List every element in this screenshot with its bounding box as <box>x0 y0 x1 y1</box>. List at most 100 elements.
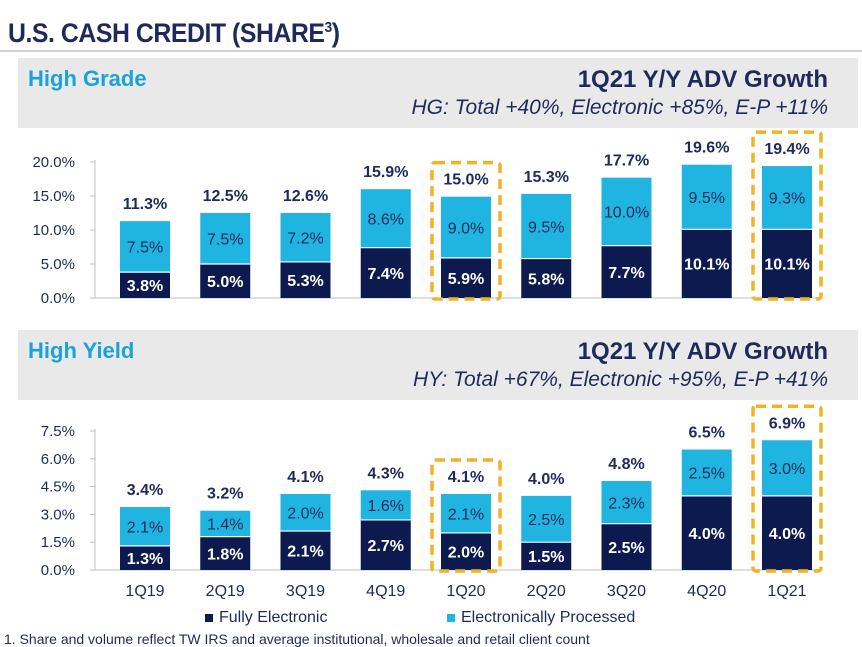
x-category-label: 1Q21 <box>767 583 806 600</box>
hg-total-label: 19.6% <box>684 140 729 157</box>
hg-total-label: 11.3% <box>123 196 167 213</box>
hy-total-label: 4.8% <box>608 456 644 473</box>
hg-total-label: 15.0% <box>443 172 488 189</box>
hy-highlight-box <box>430 458 502 573</box>
hg-bar-fully-electronic <box>762 229 812 298</box>
hy-bar-electronically-processed <box>280 494 331 532</box>
hy-growth-title: 1Q21 Y/Y ADV Growth <box>577 338 828 365</box>
hg-label-fully-electronic: 5.8% <box>528 271 564 288</box>
hy-label-fully-electronic: 2.1% <box>287 544 323 561</box>
hg-bar-electronically-processed <box>762 166 812 230</box>
hy-total-label: 3.2% <box>207 486 243 503</box>
hy-bar-fully-electronic <box>601 523 652 570</box>
title-divider <box>0 50 862 52</box>
hg-highlight-box <box>430 160 502 301</box>
hg-bar-fully-electronic <box>441 257 491 298</box>
hg-label-fully-electronic: 7.7% <box>608 265 644 282</box>
x-category-label: 4Q19 <box>366 583 405 600</box>
page-title: U.S. CASH CREDIT (SHARE3) <box>8 18 340 48</box>
hy-label-electronically-processed: 2.1% <box>127 519 163 536</box>
hy-bar-fully-electronic <box>762 495 812 570</box>
hy-total-label: 4.1% <box>287 469 323 486</box>
hy-label-fully-electronic: 2.5% <box>608 540 644 557</box>
hy-bar-fully-electronic <box>681 495 732 570</box>
hg-bar-fully-electronic <box>120 272 170 298</box>
hg-bar-fully-electronic <box>280 261 331 298</box>
hg-total-label: 15.9% <box>363 164 408 181</box>
hy-total-label: 4.3% <box>368 465 404 482</box>
hg-y-tick-label: 10.0% <box>32 222 75 239</box>
hy-y-tick-label: 0.0% <box>41 562 75 579</box>
legend-electronically-processed: Electronically Processed <box>447 609 635 627</box>
hy-bar-electronically-processed <box>601 481 652 524</box>
hy-label-electronically-processed: 2.1% <box>448 506 484 523</box>
hy-bar-electronically-processed <box>521 495 572 543</box>
hg-bar-electronically-processed <box>441 196 491 258</box>
title-superscript: 3 <box>324 19 333 36</box>
hy-total-label: 3.4% <box>127 482 163 499</box>
hy-label-fully-electronic: 4.0% <box>769 526 805 543</box>
hg-bar-electronically-processed <box>601 177 652 246</box>
hy-total-label: 4.1% <box>448 469 484 486</box>
hy-label-fully-electronic: 1.8% <box>207 546 243 563</box>
x-category-label: 3Q20 <box>607 583 646 600</box>
hy-bar-fully-electronic <box>521 542 572 570</box>
hy-y-tick-label: 7.5% <box>41 423 75 440</box>
hg-label-electronically-processed: 7.5% <box>207 232 243 249</box>
hy-highlight-box <box>751 404 823 573</box>
hy-label-electronically-processed: 3.0% <box>769 461 805 478</box>
hy-bar-electronically-processed <box>200 510 251 537</box>
hg-bar-fully-electronic <box>601 245 652 298</box>
hg-label-fully-electronic: 10.1% <box>684 257 729 274</box>
hy-label-electronically-processed: 2.5% <box>528 512 564 529</box>
hy-y-tick-label: 3.0% <box>41 506 75 523</box>
hg-label-electronically-processed: 9.5% <box>528 219 564 236</box>
hy-bar-electronically-processed <box>441 494 491 533</box>
hg-total-label: 17.7% <box>604 153 649 170</box>
hg-total-label: 15.3% <box>524 169 569 186</box>
hy-label-electronically-processed: 2.0% <box>287 506 323 523</box>
hg-bar-electronically-processed <box>280 213 331 262</box>
hg-header-band: High Grade 1Q21 Y/Y ADV Growth HG: Total… <box>18 58 858 128</box>
hy-total-label: 6.5% <box>689 425 725 442</box>
hg-y-tick-label: 0.0% <box>41 290 75 307</box>
x-category-label: 1Q19 <box>125 583 164 600</box>
hy-label-fully-electronic: 4.0% <box>689 526 725 543</box>
hg-y-tick-label: 20.0% <box>32 154 75 171</box>
x-category-label: 1Q20 <box>446 583 485 600</box>
hg-label-electronically-processed: 9.5% <box>689 190 725 207</box>
hy-bar-electronically-processed <box>681 449 732 496</box>
hy-growth-detail: HY: Total +67%, Electronic +95%, E-P +41… <box>413 368 828 391</box>
hy-bar-electronically-processed <box>120 506 170 546</box>
hg-bar-fully-electronic <box>521 258 572 298</box>
hg-bar-electronically-processed <box>681 164 732 230</box>
hg-bar-fully-electronic <box>360 247 411 298</box>
hg-y-tick-label: 15.0% <box>32 188 75 205</box>
hg-total-label: 19.4% <box>764 141 809 158</box>
hy-label-fully-electronic: 2.0% <box>448 544 484 561</box>
hg-bar-electronically-processed <box>521 193 572 259</box>
hg-panel-title: High Grade <box>28 66 147 91</box>
hg-label-fully-electronic: 5.9% <box>448 271 484 288</box>
hy-bar-fully-electronic <box>200 536 251 570</box>
hg-label-fully-electronic: 5.0% <box>207 274 243 291</box>
legend-fully-electronic: Fully Electronic <box>205 609 327 627</box>
hg-label-electronically-processed: 7.5% <box>127 240 163 257</box>
hg-y-tick-label: 5.0% <box>41 256 75 273</box>
hy-panel-title: High Yield <box>28 338 135 363</box>
hy-label-fully-electronic: 2.7% <box>368 538 404 555</box>
hy-header-band: High Yield 1Q21 Y/Y ADV Growth HY: Total… <box>18 330 858 400</box>
hg-label-fully-electronic: 7.4% <box>368 266 404 283</box>
hy-bar-electronically-processed <box>762 440 812 496</box>
hy-label-electronically-processed: 1.4% <box>207 517 243 534</box>
hg-growth-title: 1Q21 Y/Y ADV Growth <box>577 66 828 93</box>
hg-label-fully-electronic: 5.3% <box>287 273 323 290</box>
hg-label-electronically-processed: 10.0% <box>604 205 649 222</box>
hg-total-label: 12.6% <box>283 188 328 205</box>
hg-bar-fully-electronic <box>200 264 251 298</box>
hg-label-electronically-processed: 9.3% <box>769 191 805 208</box>
hy-label-fully-electronic: 1.3% <box>127 551 163 568</box>
hy-y-tick-label: 1.5% <box>41 534 75 551</box>
x-category-label: 4Q20 <box>687 583 726 600</box>
hy-total-label: 4.0% <box>528 471 564 488</box>
